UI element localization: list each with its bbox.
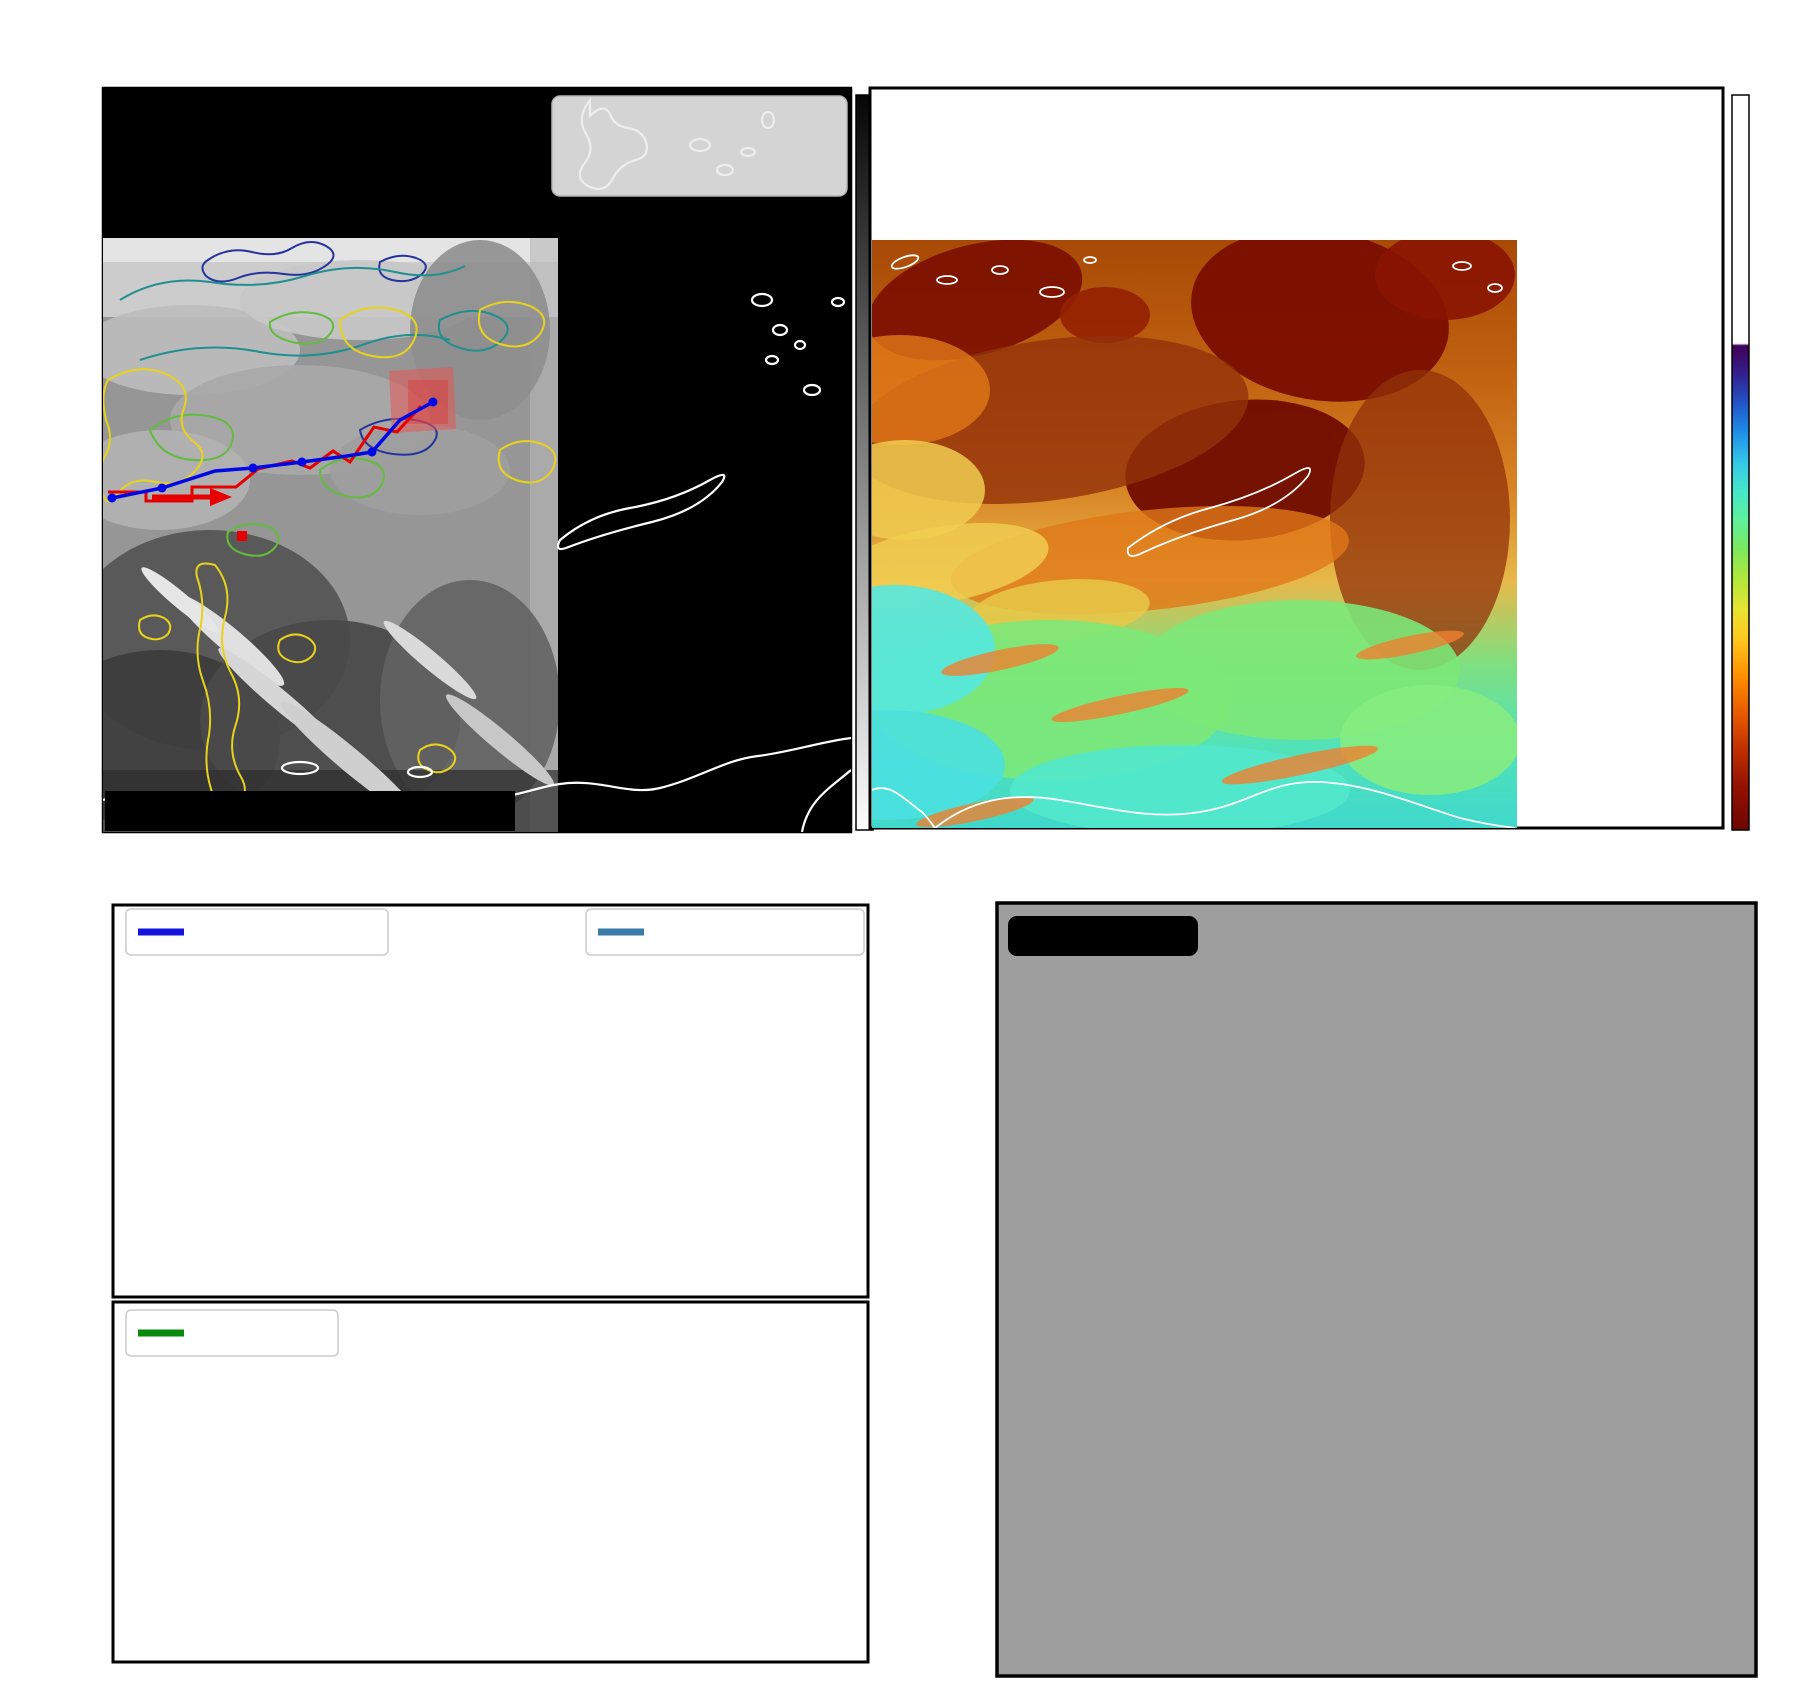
band14-satellite-image bbox=[103, 238, 558, 832]
jtwc-track bbox=[107, 397, 438, 503]
wmg-panel bbox=[995, 901, 1758, 1678]
wind-pressure-plot bbox=[111, 903, 870, 1299]
awv-satellite-image bbox=[872, 240, 1517, 828]
wind-legend bbox=[125, 908, 389, 956]
pressure-legend bbox=[585, 908, 865, 956]
mesoscale-location-marker bbox=[237, 531, 247, 541]
band14-map-legend bbox=[551, 95, 848, 197]
floater-arrow-head bbox=[210, 488, 232, 506]
awv-coastlines bbox=[872, 254, 1516, 828]
copyright-badge bbox=[105, 791, 515, 831]
wmg-frame bbox=[995, 901, 1758, 1678]
wmg-count-badge bbox=[1008, 916, 1198, 956]
ace-plot bbox=[111, 1300, 870, 1664]
diagnosis-chart-panel bbox=[111, 903, 870, 1664]
ace-legend bbox=[125, 1309, 339, 1357]
jtwc-track-points bbox=[107, 397, 438, 503]
awv-map-panel bbox=[868, 86, 1725, 830]
awv-colorbar bbox=[1731, 94, 1750, 831]
band14-map-panel bbox=[101, 86, 853, 834]
